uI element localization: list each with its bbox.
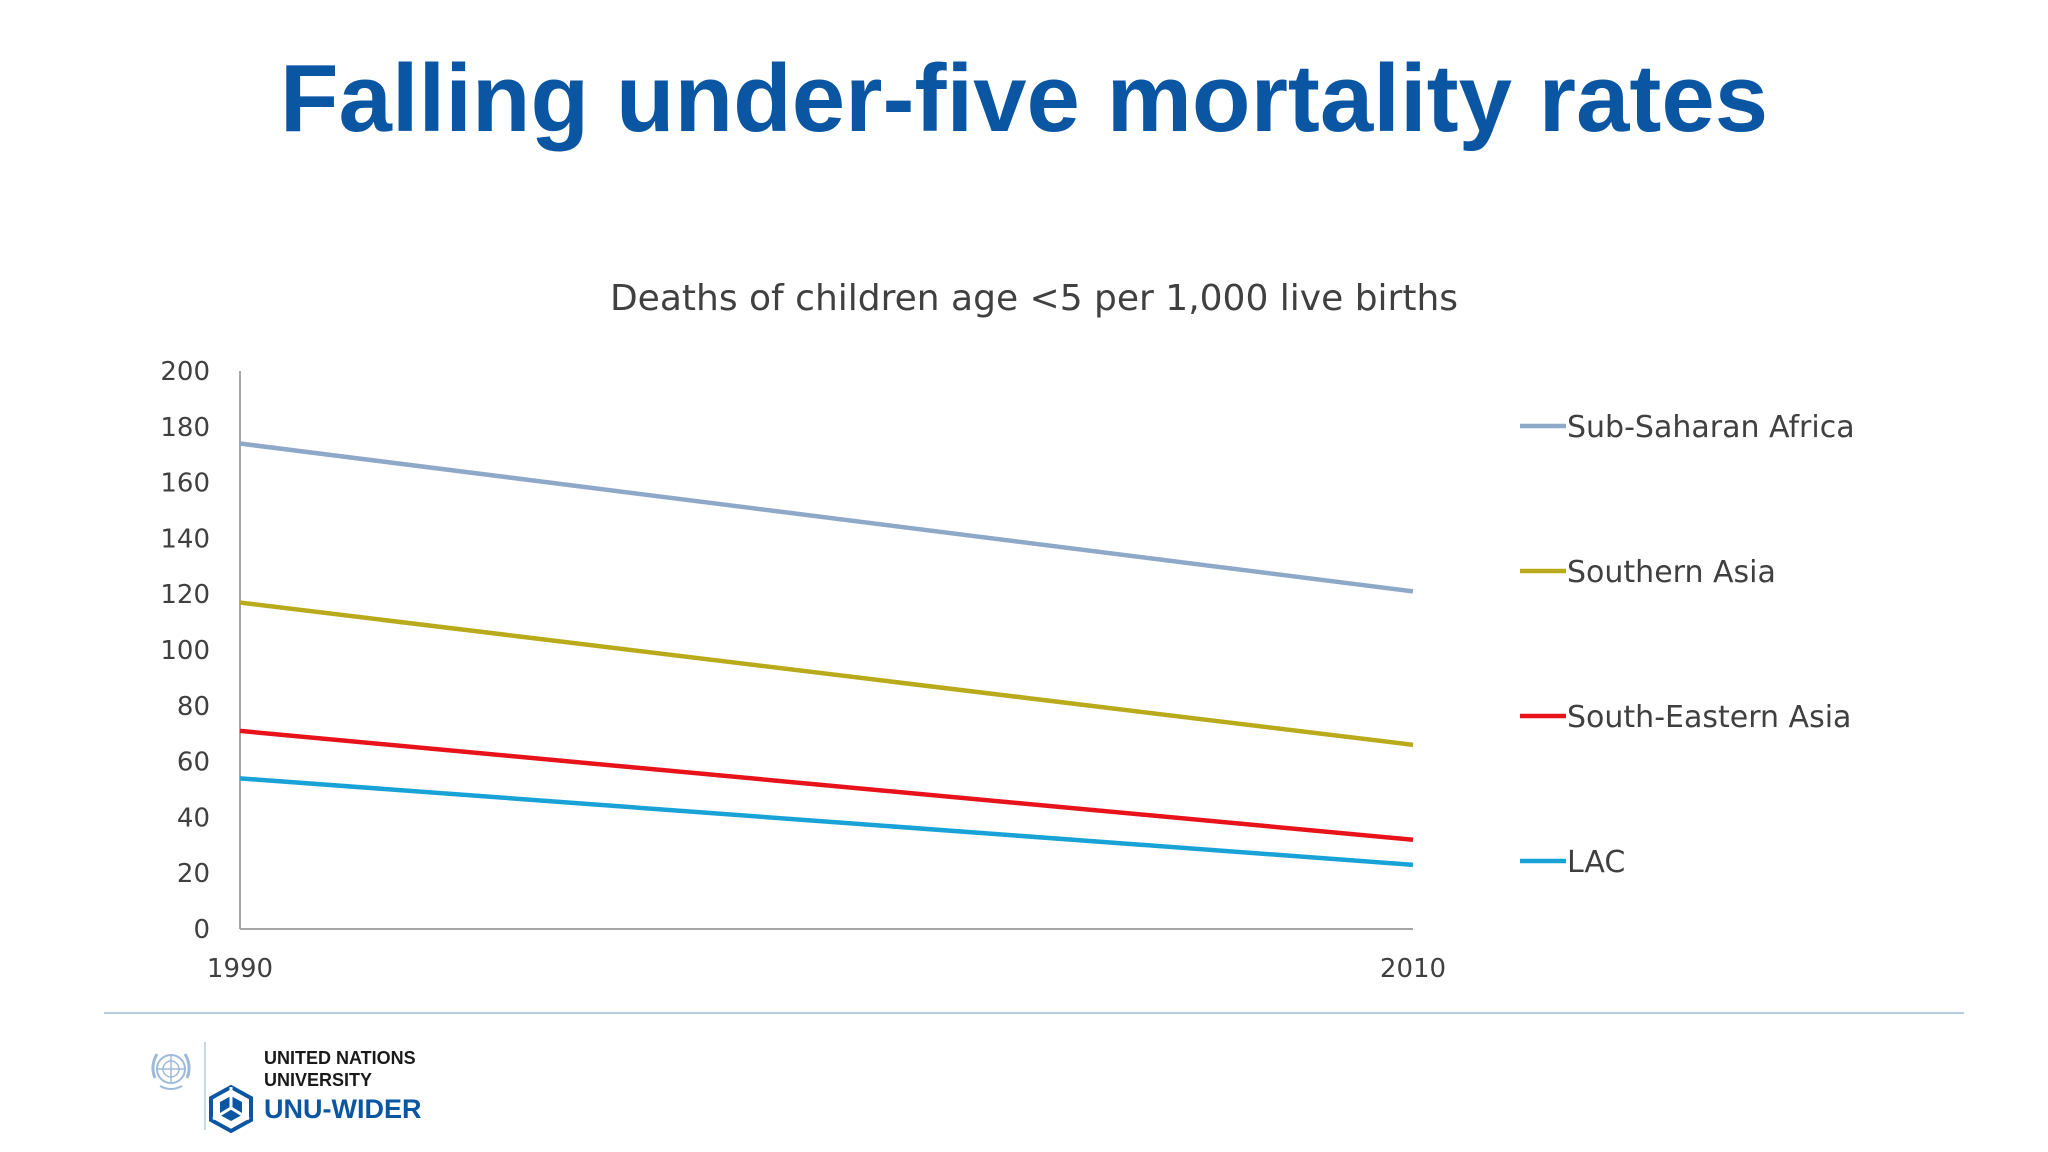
logo-text-university: UNIVERSITY (264, 1070, 373, 1090)
y-tick-label: 180 (160, 413, 210, 443)
x-tick-label: 1990 (207, 954, 273, 984)
legend-label-southern-asia: Southern Asia (1567, 555, 1776, 590)
logo-text-united-nations: UNITED NATIONS (264, 1048, 416, 1068)
slide-title: Falling under-five mortality rates (279, 45, 1769, 152)
y-tick-label: 60 (177, 748, 210, 778)
unu-wider-logo-icon (209, 1084, 253, 1134)
y-tick-label: 100 (160, 636, 210, 666)
y-tick-label: 80 (177, 692, 210, 722)
y-tick-label: 140 (160, 524, 210, 554)
unu-wider-logo: UNITED NATIONS UNIVERSITY UNU-WIDER (146, 1040, 446, 1134)
mortality-line-chart: Deaths of children age <5 per 1,000 live… (160, 278, 1855, 984)
series-lines (239, 441, 1414, 868)
x-tick-label: 2010 (1380, 954, 1446, 984)
footer-divider (104, 1012, 1964, 1014)
y-tick-label: 0 (193, 915, 210, 945)
series-line-sub-saharan-africa (239, 441, 1414, 594)
y-tick-label: 120 (160, 580, 210, 610)
logo-text-unu-wider: UNU-WIDER (264, 1094, 422, 1124)
y-axis-ticks: 0 20 40 60 80 100 120 140 160 180 200 (160, 357, 210, 945)
legend-label-sub-saharan-africa: Sub-Saharan Africa (1567, 410, 1855, 445)
logo-divider (204, 1042, 206, 1130)
chart-title: Deaths of children age <5 per 1,000 live… (610, 278, 1458, 319)
legend-label-lac: LAC (1567, 845, 1625, 880)
series-line-lac (239, 776, 1414, 868)
un-emblem-icon (151, 1053, 191, 1090)
legend-label-south-eastern-asia: South-Eastern Asia (1567, 700, 1851, 735)
x-axis-ticks: 1990 2010 (207, 954, 1446, 984)
series-line-southern-asia (239, 600, 1414, 748)
series-line-south-eastern-asia (239, 728, 1414, 842)
y-tick-label: 200 (160, 357, 210, 387)
legend: Sub-Saharan Africa Southern Asia South-Eas… (1520, 410, 1855, 880)
y-tick-label: 40 (177, 803, 210, 833)
y-tick-label: 20 (177, 859, 210, 889)
y-tick-label: 160 (160, 469, 210, 499)
